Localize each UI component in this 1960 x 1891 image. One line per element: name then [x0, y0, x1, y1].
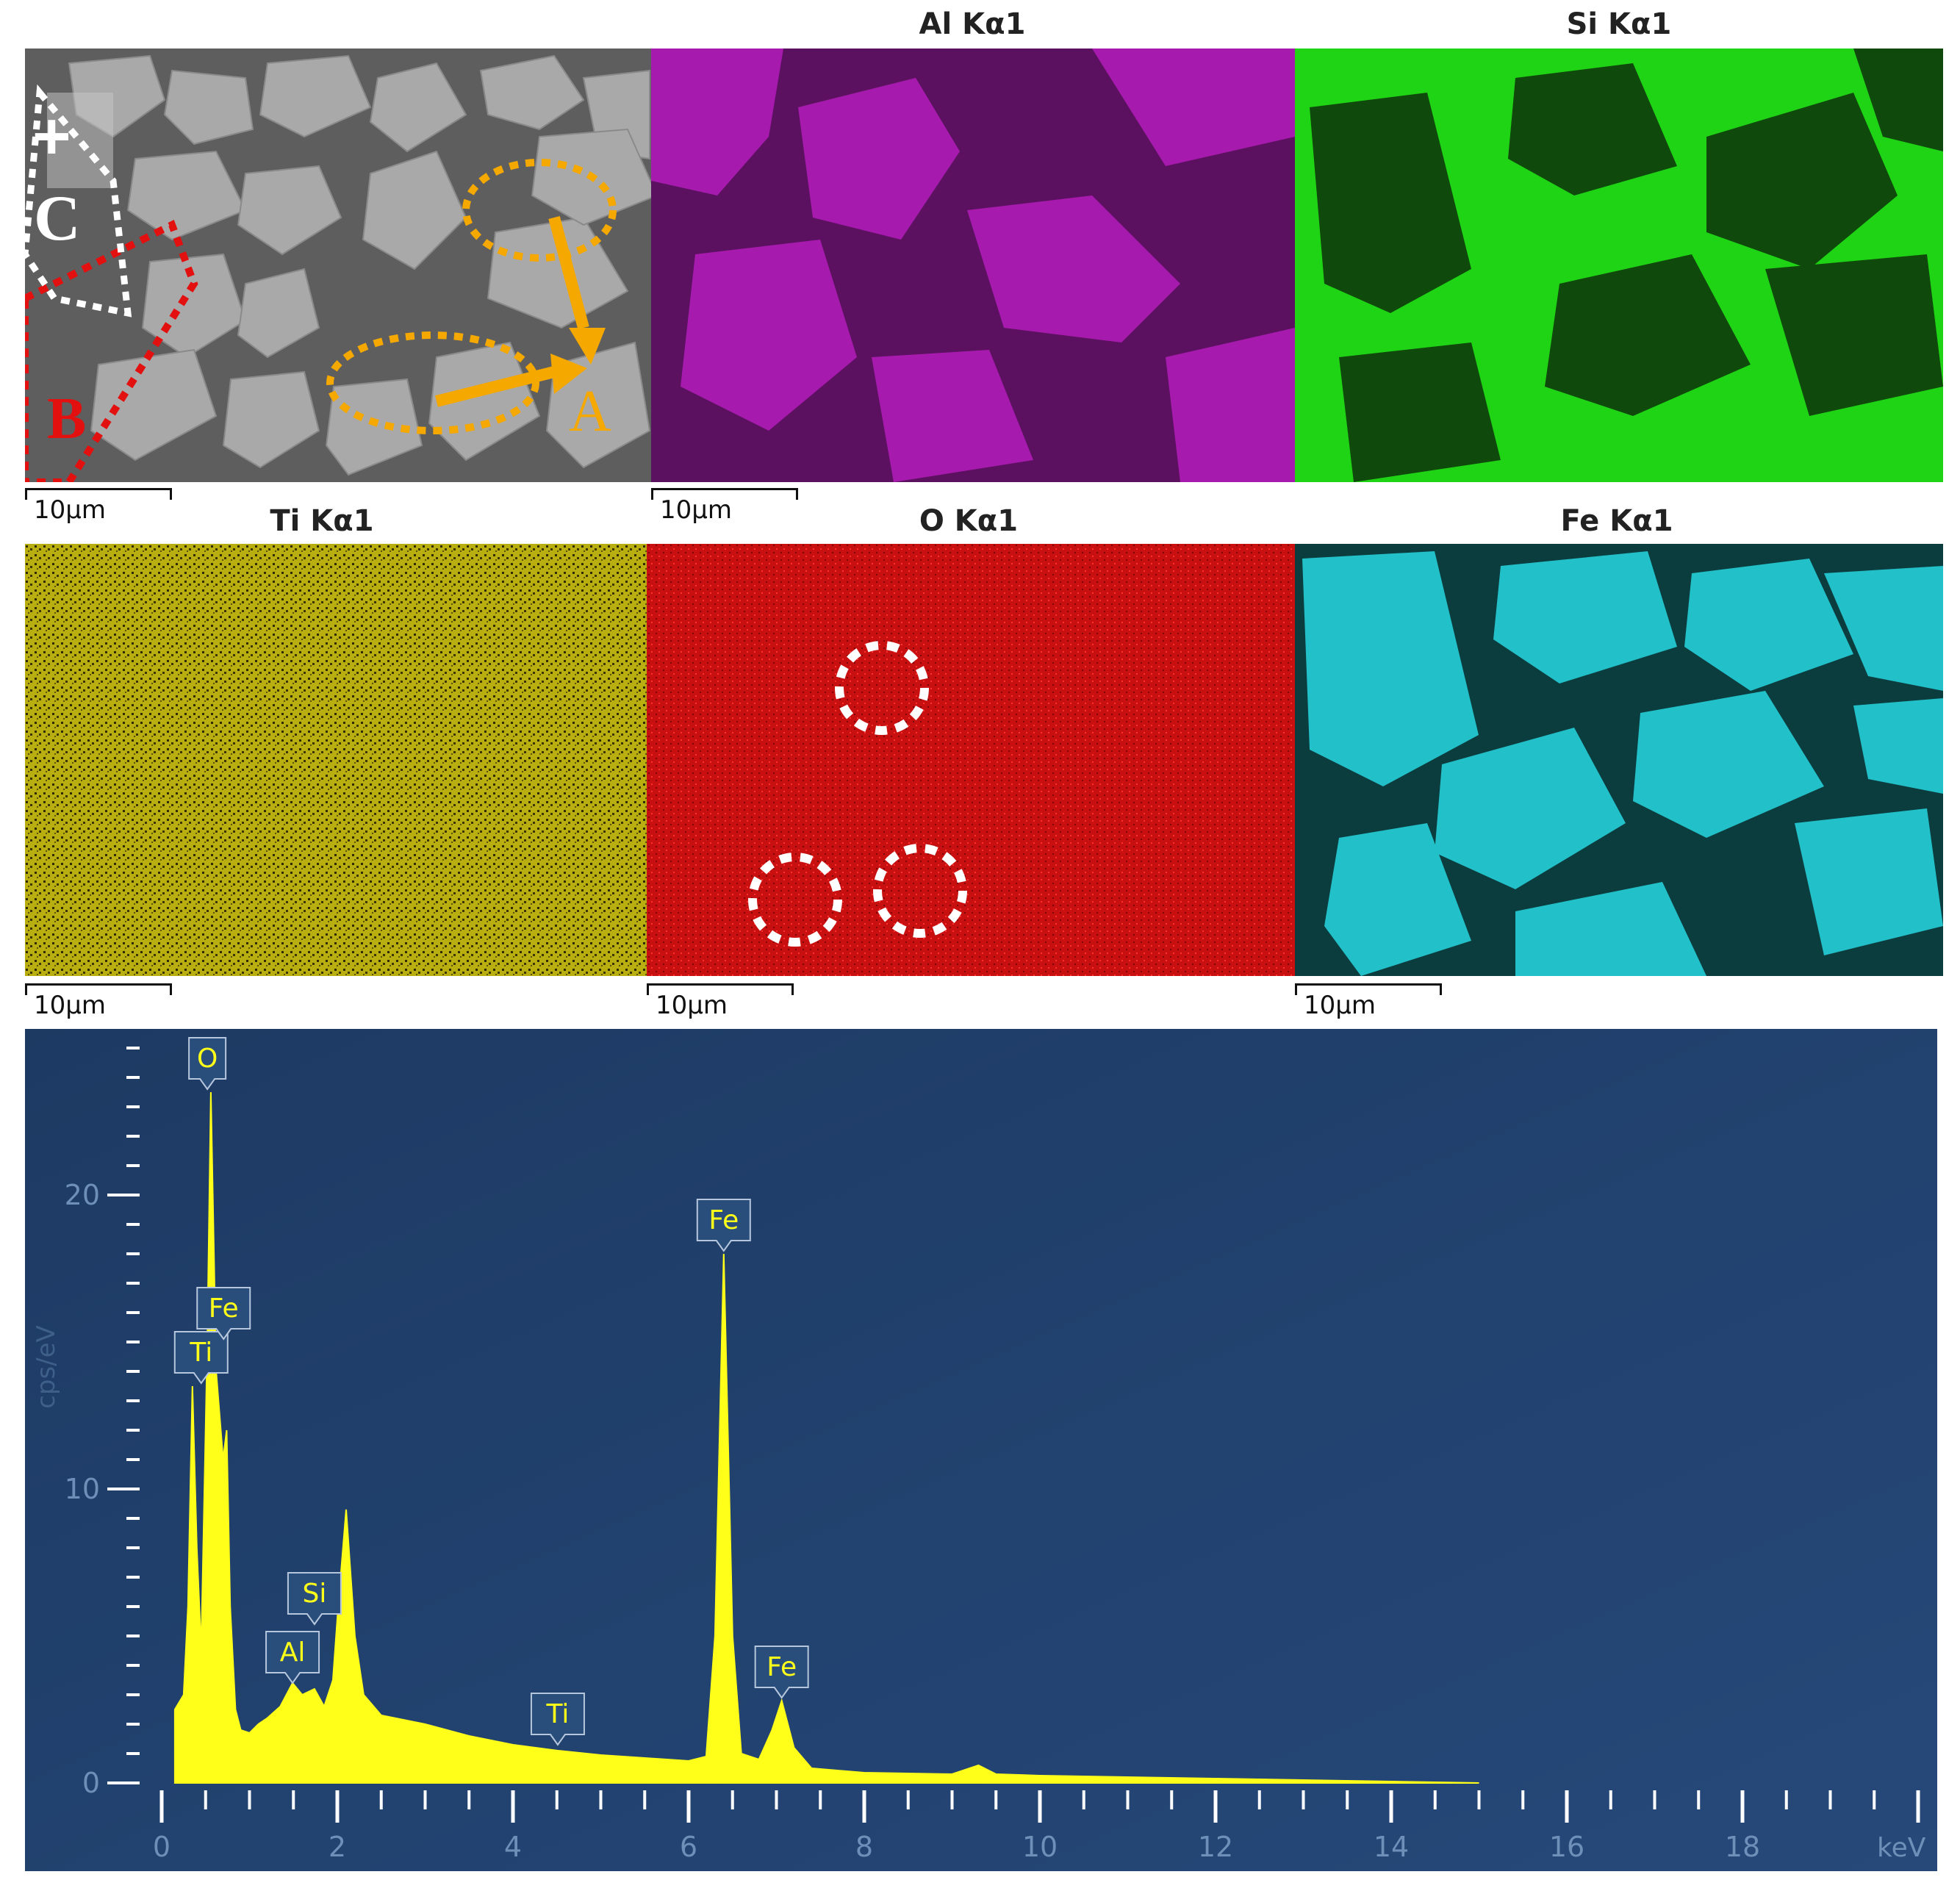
- o-scale-bar: 10μm: [647, 983, 794, 1020]
- y-tick-label: 10: [65, 1473, 100, 1505]
- o-map-image: [647, 544, 1295, 976]
- peak-label-fe: Fe: [696, 1199, 751, 1252]
- si-map: [1295, 49, 1943, 482]
- y-tick-label: 20: [65, 1179, 100, 1211]
- marker-a: A: [569, 379, 611, 444]
- o-map-title: O Kα1: [919, 504, 1019, 538]
- peak-label-box: [754, 1646, 809, 1699]
- sem-scale-label: 10μm: [34, 495, 107, 525]
- peak-label-fe: Fe: [196, 1287, 251, 1341]
- si-map-image: [1295, 49, 1943, 482]
- peak-label-text: Ti: [545, 1699, 569, 1729]
- fe-scale-bar: 10μm: [1295, 983, 1442, 1020]
- peak-label-text: O: [197, 1044, 218, 1074]
- sem-image: A B C +: [25, 49, 651, 482]
- x-tick-label: 14: [1374, 1831, 1409, 1863]
- peak-label-al: Al: [265, 1631, 320, 1684]
- x-tick-label: 2: [329, 1831, 346, 1863]
- al-scale-label: 10μm: [660, 495, 733, 525]
- x-axis-label: keV: [1877, 1833, 1926, 1863]
- spectrum-svg: 0 2 4 6 8 10 12 14 16 18 0 10 20 O Ti Fe Al Si Ti Fe Fe cps…: [25, 1029, 1937, 1871]
- peak-label-ti: Ti: [530, 1693, 585, 1746]
- al-map: [651, 49, 1295, 482]
- si-map-title: Si Kα1: [1566, 7, 1672, 41]
- peak-label-box: [530, 1693, 585, 1746]
- peak-label-box: [188, 1037, 227, 1091]
- o-scale-label: 10μm: [656, 991, 728, 1020]
- marker-c: C: [34, 183, 81, 254]
- peak-label-box: [696, 1199, 751, 1252]
- x-tick-label: 8: [855, 1831, 873, 1863]
- peak-label-o: O: [188, 1037, 227, 1091]
- peak-label-ti: Ti: [173, 1331, 229, 1385]
- ti-map-image: [25, 544, 647, 976]
- x-tick-label: 18: [1725, 1831, 1760, 1863]
- marker-cross: +: [32, 100, 71, 173]
- x-tick-label: 16: [1549, 1831, 1584, 1863]
- peak-label-box: [265, 1631, 320, 1684]
- peak-label-text: Fe: [209, 1293, 239, 1324]
- x-tick-label: 0: [153, 1831, 170, 1863]
- ti-scale-bar: 10μm: [25, 983, 172, 1020]
- y-axis-label: cps/eV: [32, 1325, 61, 1409]
- eds-spectrum-chart: 0 2 4 6 8 10 12 14 16 18 0 10 20 O Ti Fe Al Si Ti Fe Fe cps…: [25, 1029, 1937, 1871]
- marker-b: B: [47, 387, 86, 451]
- fe-map: [1295, 544, 1943, 976]
- peak-label-text: Si: [303, 1579, 327, 1609]
- peak-label-text: Ti: [189, 1338, 212, 1368]
- x-tick-label: 12: [1198, 1831, 1233, 1863]
- peak-label-fe: Fe: [754, 1646, 809, 1699]
- x-tick-label: 6: [680, 1831, 697, 1863]
- fe-scale-label: 10μm: [1304, 991, 1376, 1020]
- peak-label-box: [287, 1572, 342, 1626]
- al-scale-bar: 10μm: [651, 488, 798, 525]
- peak-label-text: Al: [280, 1637, 306, 1668]
- peak-label-box: [173, 1331, 229, 1385]
- al-map-title: Al Kα1: [919, 7, 1026, 41]
- sem-scale-bar: 10μm: [25, 488, 172, 525]
- peak-label-text: Fe: [767, 1652, 797, 1682]
- fe-map-image: [1295, 544, 1943, 976]
- o-map: [647, 544, 1295, 976]
- peak-label-text: Fe: [708, 1205, 739, 1235]
- x-tick-label: 4: [504, 1831, 522, 1863]
- peak-label-box: [196, 1287, 251, 1341]
- sem-micrograph: A B C +: [25, 49, 651, 482]
- fe-map-title: Fe Kα1: [1560, 504, 1673, 538]
- ti-map: [25, 544, 647, 976]
- peak-label-si: Si: [287, 1572, 342, 1626]
- y-tick-label: 0: [82, 1767, 100, 1799]
- x-tick-label: 10: [1022, 1831, 1058, 1863]
- ti-scale-label: 10μm: [34, 991, 107, 1020]
- al-map-image: [651, 49, 1295, 482]
- ti-map-title: Ti Kα1: [270, 504, 374, 538]
